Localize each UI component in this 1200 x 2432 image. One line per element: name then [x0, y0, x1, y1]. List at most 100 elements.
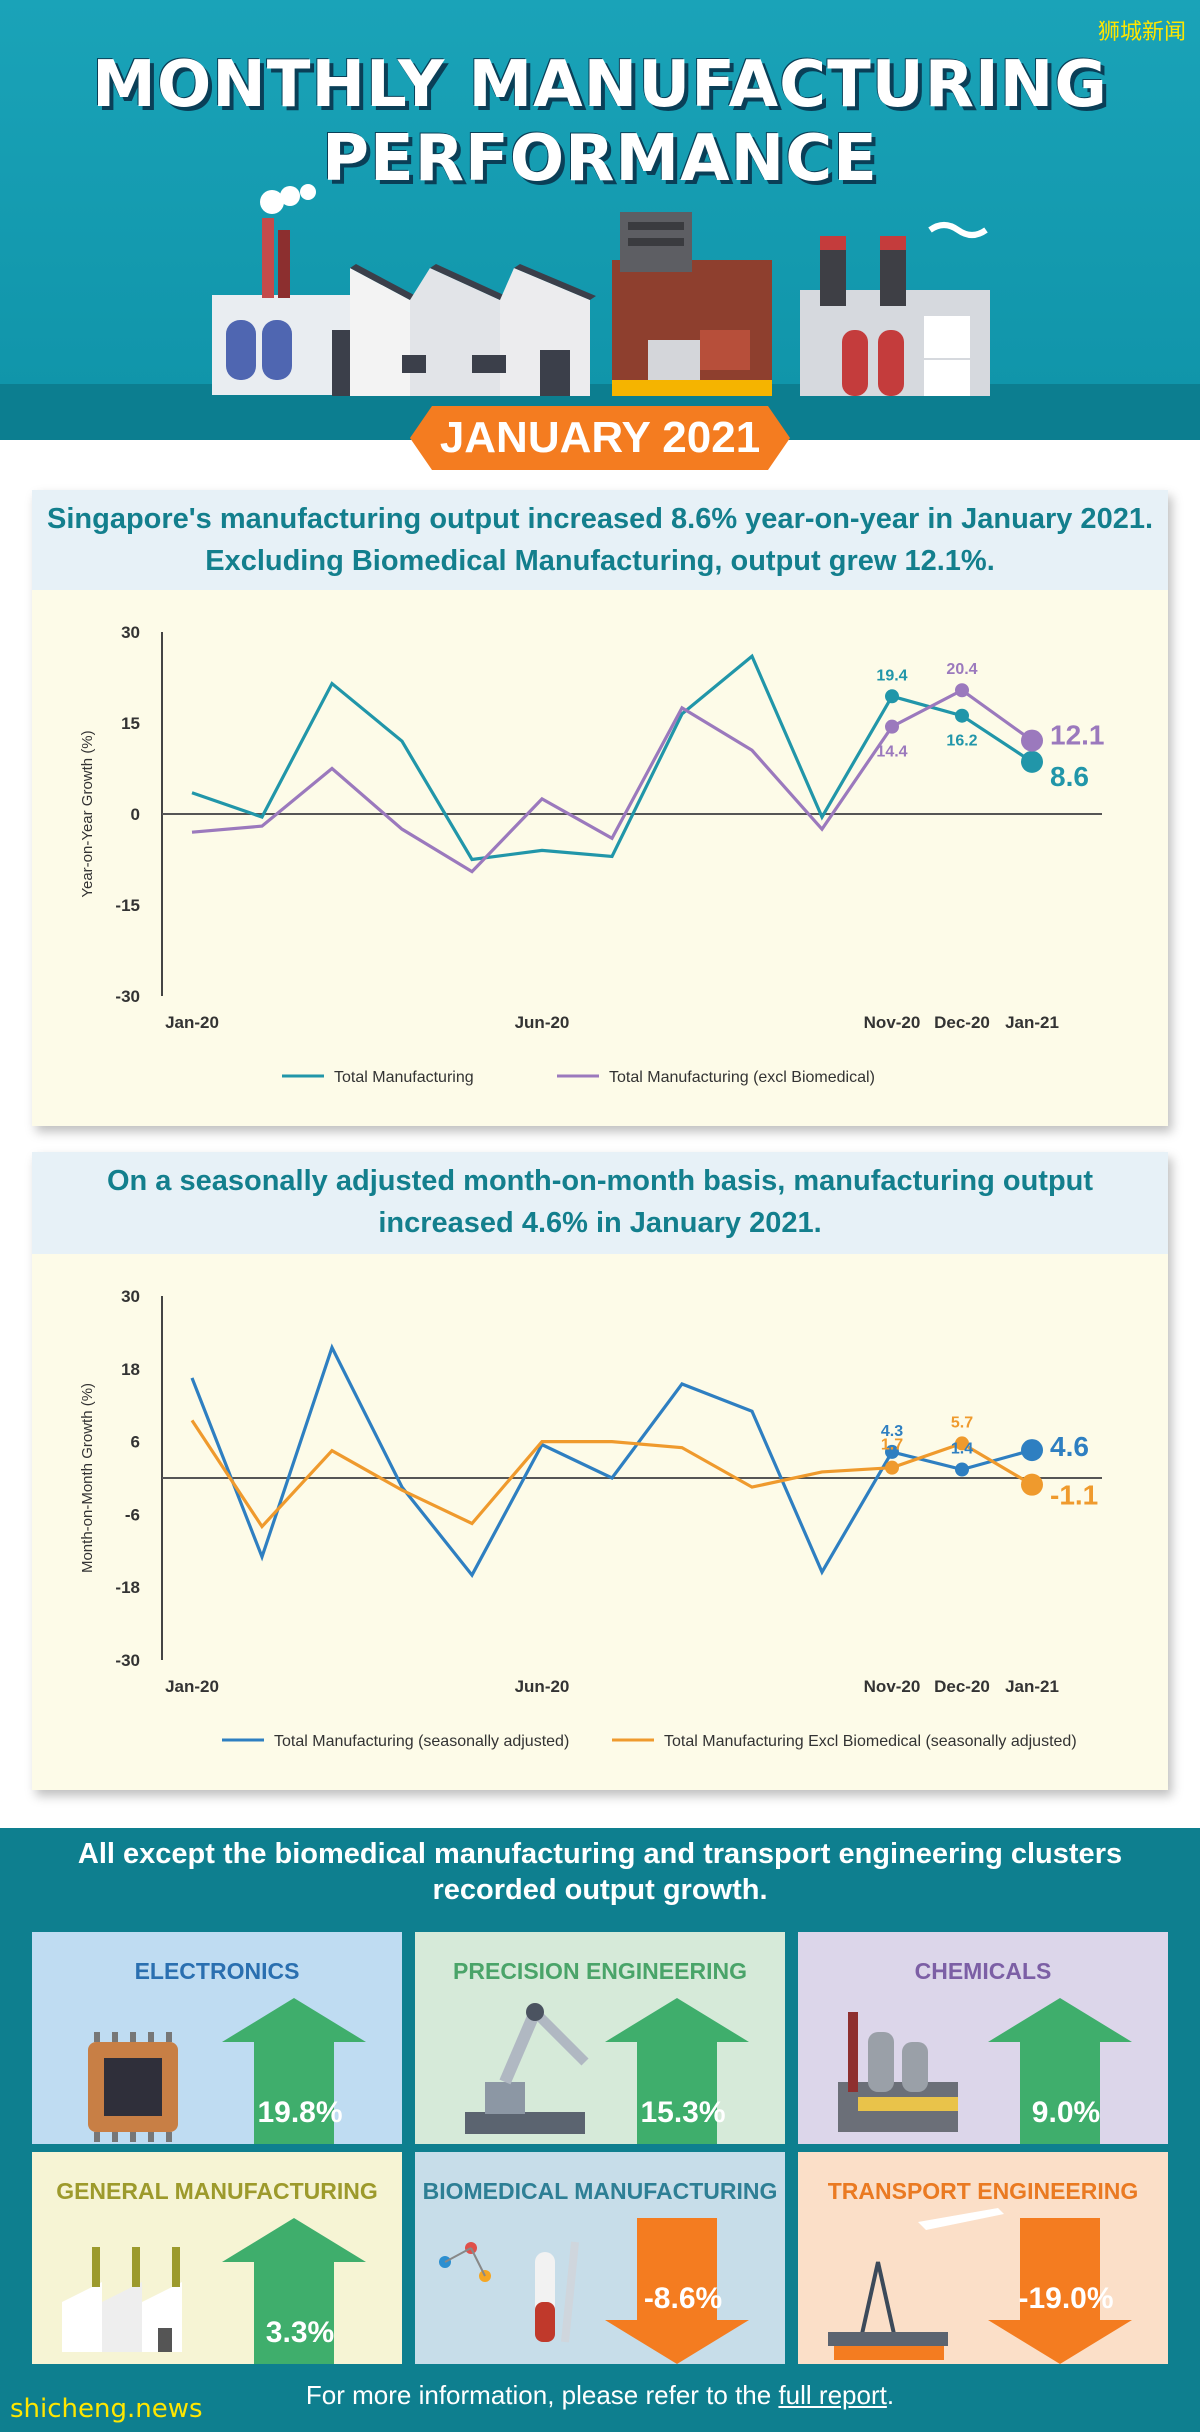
factory-icon: [62, 2247, 182, 2352]
clusters-heading-line-2: recorded output growth.: [432, 1874, 768, 1906]
data-point: [955, 1436, 969, 1451]
data-point: [885, 1444, 899, 1459]
data-label: 5.7: [951, 1414, 973, 1431]
cluster-card-graphic: [62, 2218, 366, 2364]
data-point: [955, 683, 969, 698]
data-label: 16.2: [946, 733, 977, 750]
microchip-icon: [88, 2032, 178, 2142]
x-tick-label: Dec-20: [934, 1013, 990, 1032]
yoy-line-chart: 30 15 0 -15 -30 Year-on-Year Growth (%) Jan-20…: [79, 623, 1105, 1086]
end-value-label: 4.6: [1050, 1431, 1089, 1462]
biomedical-icon: [439, 2241, 579, 2343]
cluster-card-graphic: [828, 2208, 1132, 2364]
mom-line-chart: 30 18 6 -6 -18 -30 Month-on-Month Growth (%) Ja…: [79, 1287, 1102, 1750]
y-axis-title: Year-on-Year Growth (%): [79, 730, 96, 897]
y-tick-label: 6: [131, 1433, 140, 1452]
end-value-label: 8.6: [1050, 761, 1089, 792]
cluster-card-graphic: [88, 1998, 366, 2144]
yoy-chart-heading: Singapore's manufacturing output increas…: [32, 490, 1168, 590]
y-tick-label: 0: [131, 805, 140, 824]
legend-entry: Total Manufacturing (excl Biomedical): [609, 1069, 875, 1086]
mom-chart-panel: On a seasonally adjusted month-on-month …: [32, 1152, 1168, 1790]
data-point: [885, 719, 899, 734]
arrow-down-icon: [605, 2218, 749, 2364]
data-point: [955, 1462, 969, 1477]
arrow-up-icon: [222, 2218, 366, 2364]
end-value-label: -1.1: [1050, 1480, 1098, 1511]
cluster-value: 19.8%: [257, 2096, 343, 2129]
footer-text: For more information, please refer to th…: [305, 2380, 779, 2410]
y-tick-label: -6: [125, 1505, 140, 1524]
data-label: 20.4: [946, 661, 977, 678]
clusters-heading-line-1: All except the biomedical manufacturing …: [77, 1838, 1123, 1870]
arrow-up-icon: [605, 1998, 749, 2144]
x-tick-label: Jan-20: [165, 1677, 219, 1696]
full-report-link[interactable]: full report: [778, 2380, 887, 2410]
y-tick-label: -18: [115, 1578, 140, 1597]
mom-heading-line-1: On a seasonally adjusted month-on-month …: [106, 1165, 1094, 1197]
end-point: [1021, 729, 1043, 752]
cluster-card: ELECTRONICS 19.8%: [32, 1932, 402, 2144]
data-label: 1.4: [951, 1441, 973, 1458]
x-tick-label: Jan-21: [1005, 1677, 1059, 1696]
footer-note: For more information, please refer to th…: [0, 2380, 1200, 2411]
main-title: MONTHLY MANUFACTURING PERFORMANCE: [0, 48, 1200, 196]
arrow-down-icon: [988, 2218, 1132, 2364]
legend-entry: Total Manufacturing: [334, 1069, 474, 1086]
cluster-name: TRANSPORT ENGINEERING: [827, 2178, 1139, 2204]
cluster-card: GENERAL MANUFACTURING 3.3%: [32, 2152, 402, 2364]
cluster-name: PRECISION ENGINEERING: [453, 1958, 747, 1984]
y-tick-label: 18: [121, 1360, 140, 1379]
end-point: [1021, 750, 1043, 773]
yoy-heading-line-1: Singapore's manufacturing output increas…: [46, 503, 1154, 535]
x-tick-label: Dec-20: [934, 1677, 990, 1696]
end-value-label: 12.1: [1050, 720, 1105, 751]
data-point: [955, 708, 969, 723]
cluster-card: TRANSPORT ENGINEERING -19.0%: [798, 2152, 1168, 2364]
month-banner-shape: [410, 406, 790, 470]
footer-end: .: [886, 2380, 895, 2410]
end-point: [1021, 1439, 1043, 1462]
cluster-name: ELECTRONICS: [134, 1958, 300, 1984]
legend-entry: Total Manufacturing Excl Biomedical (sea…: [664, 1733, 1077, 1750]
cluster-value: 15.3%: [640, 2096, 726, 2129]
x-tick-label: Nov-20: [864, 1013, 921, 1032]
arrow-up-icon: [988, 1998, 1132, 2144]
cluster-card: CHEMICALS 9.0%: [798, 1932, 1168, 2144]
x-tick-label: Nov-20: [864, 1677, 921, 1696]
clusters-heading: All except the biomedical manufacturing …: [0, 1836, 1200, 1908]
y-tick-label: -30: [115, 1651, 140, 1670]
watermark-bottom: shicheng.news: [10, 2394, 203, 2424]
robot-arm-icon: [465, 2003, 589, 2134]
y-tick-label: -15: [115, 896, 140, 915]
data-label: 1.7: [881, 1437, 903, 1454]
yoy-heading-line-2: Excluding Biomedical Manufacturing, outp…: [205, 545, 995, 577]
end-point: [1021, 1473, 1043, 1496]
header-banner: [0, 0, 1200, 440]
cluster-card: BIOMEDICAL MANUFACTURING -8.6%: [415, 2152, 785, 2364]
x-tick-label: Jan-21: [1005, 1013, 1059, 1032]
x-tick-label: Jan-20: [165, 1013, 219, 1032]
cluster-card-graphic: [465, 1998, 749, 2144]
mom-chart-heading: On a seasonally adjusted month-on-month …: [32, 1152, 1168, 1254]
cluster-value: -8.6%: [643, 2282, 723, 2315]
x-tick-label: Jun-20: [515, 1677, 570, 1696]
data-label: 4.3: [881, 1423, 903, 1440]
series-line-2: [190, 1419, 1033, 1530]
factory-illustration: [212, 184, 990, 396]
data-point: [885, 689, 899, 704]
series-line-2: [191, 688, 1033, 874]
cluster-card: PRECISION ENGINEERING 15.3%: [415, 1932, 785, 2144]
month-banner: JANUARY 2021: [439, 413, 761, 462]
x-tick-label: Jun-20: [515, 1013, 570, 1032]
cluster-card-graphic: [439, 2218, 749, 2364]
y-tick-label: -30: [115, 987, 140, 1006]
cluster-name: BIOMEDICAL MANUFACTURING: [422, 2178, 778, 2204]
data-label: 19.4: [876, 667, 907, 684]
cluster-value: 3.3%: [265, 2316, 335, 2349]
mom-heading-line-2: increased 4.6% in January 2021.: [378, 1207, 822, 1239]
cluster-name: GENERAL MANUFACTURING: [56, 2178, 378, 2204]
chemical-plant-icon: [838, 2012, 958, 2132]
y-axis-title: Month-on-Month Growth (%): [79, 1383, 96, 1573]
y-tick-label: 30: [121, 1287, 140, 1306]
